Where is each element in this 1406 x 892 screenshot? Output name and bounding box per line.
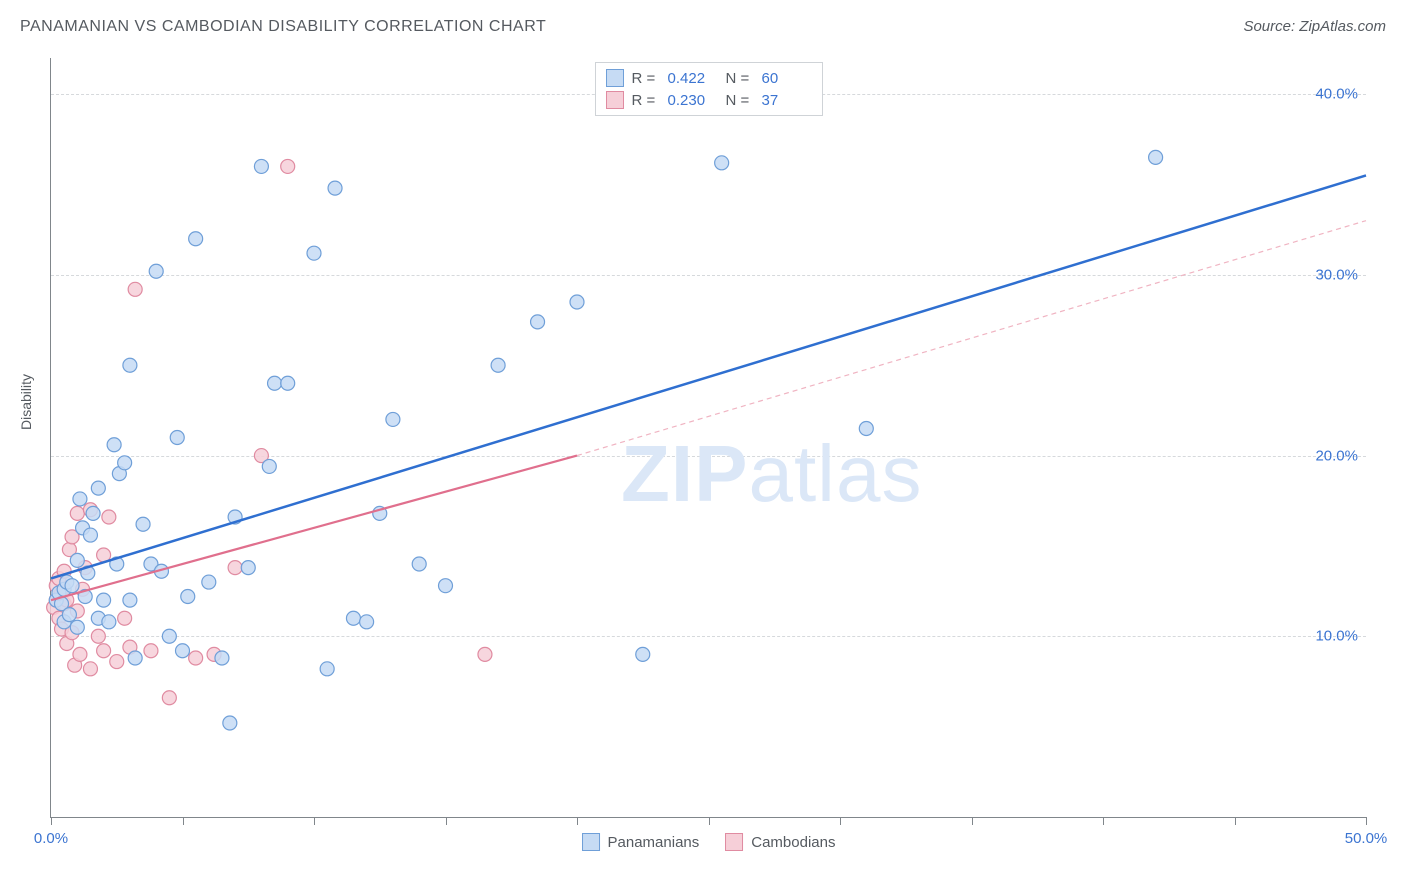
x-tick-label: 50.0%	[1345, 830, 1388, 847]
scatter-point	[70, 506, 84, 520]
legend-n-label: N =	[726, 92, 754, 109]
scatter-point	[254, 159, 268, 173]
scatter-point	[83, 528, 97, 542]
legend-n-label: N =	[726, 70, 754, 87]
scatter-point	[136, 517, 150, 531]
scatter-point	[97, 644, 111, 658]
scatter-point	[1149, 150, 1163, 164]
scatter-point	[70, 553, 84, 567]
scatter-point	[281, 159, 295, 173]
scatter-point	[162, 691, 176, 705]
scatter-point	[73, 647, 87, 661]
scatter-point	[62, 608, 76, 622]
scatter-point	[91, 481, 105, 495]
scatter-point	[91, 629, 105, 643]
scatter-point	[86, 506, 100, 520]
legend-row-0: R = 0.422 N = 60	[606, 67, 812, 89]
scatter-point	[83, 662, 97, 676]
legend-r-label: R =	[632, 70, 660, 87]
scatter-point	[170, 431, 184, 445]
scatter-point	[73, 492, 87, 506]
x-tick-label: 0.0%	[34, 830, 68, 847]
source-label: Source: ZipAtlas.com	[1243, 18, 1386, 35]
trend-line	[51, 175, 1366, 578]
scatter-point	[636, 647, 650, 661]
scatter-point	[478, 647, 492, 661]
scatter-point	[262, 459, 276, 473]
chart-header: PANAMANIAN VS CAMBODIAN DISABILITY CORRE…	[20, 18, 1386, 48]
scatter-point	[412, 557, 426, 571]
legend-series: Panamanians Cambodians	[582, 833, 836, 851]
scatter-point	[128, 651, 142, 665]
scatter-point	[859, 421, 873, 435]
plot-svg	[51, 58, 1366, 817]
legend-label-1: Cambodians	[751, 834, 835, 851]
scatter-point	[102, 615, 116, 629]
scatter-point	[123, 593, 137, 607]
scatter-point	[189, 651, 203, 665]
scatter-point	[162, 629, 176, 643]
y-axis-label: Disability	[18, 374, 34, 430]
scatter-point	[346, 611, 360, 625]
legend-swatch-0	[606, 69, 624, 87]
scatter-point	[149, 264, 163, 278]
scatter-point	[65, 579, 79, 593]
legend-swatch-0	[582, 833, 600, 851]
scatter-point	[386, 412, 400, 426]
plot-area: 10.0%20.0%30.0%40.0%0.0%50.0% ZIPatlas R…	[50, 58, 1366, 818]
scatter-point	[531, 315, 545, 329]
legend-item-0: Panamanians	[582, 833, 700, 851]
scatter-point	[107, 438, 121, 452]
legend-row-1: R = 0.230 N = 37	[606, 89, 812, 111]
scatter-point	[570, 295, 584, 309]
scatter-point	[241, 561, 255, 575]
scatter-point	[118, 456, 132, 470]
scatter-point	[189, 232, 203, 246]
legend-swatch-1	[606, 91, 624, 109]
legend-correlation: R = 0.422 N = 60 R = 0.230 N = 37	[595, 62, 823, 116]
scatter-point	[102, 510, 116, 524]
scatter-point	[281, 376, 295, 390]
scatter-point	[328, 181, 342, 195]
scatter-point	[360, 615, 374, 629]
chart-title: PANAMANIAN VS CAMBODIAN DISABILITY CORRE…	[20, 18, 546, 35]
scatter-point	[268, 376, 282, 390]
scatter-point	[307, 246, 321, 260]
scatter-point	[320, 662, 334, 676]
scatter-point	[181, 590, 195, 604]
scatter-point	[491, 358, 505, 372]
legend-r-value-1: 0.230	[668, 92, 718, 109]
scatter-point	[223, 716, 237, 730]
scatter-point	[118, 611, 132, 625]
scatter-point	[715, 156, 729, 170]
scatter-point	[128, 282, 142, 296]
legend-item-1: Cambodians	[725, 833, 835, 851]
legend-label-0: Panamanians	[608, 834, 700, 851]
legend-n-value-0: 60	[762, 70, 812, 87]
legend-r-label: R =	[632, 92, 660, 109]
scatter-point	[176, 644, 190, 658]
trend-line-extrapolated	[577, 221, 1366, 456]
scatter-point	[215, 651, 229, 665]
scatter-point	[123, 358, 137, 372]
legend-r-value-0: 0.422	[668, 70, 718, 87]
scatter-point	[228, 561, 242, 575]
scatter-point	[202, 575, 216, 589]
legend-swatch-1	[725, 833, 743, 851]
scatter-point	[144, 644, 158, 658]
scatter-point	[97, 593, 111, 607]
trend-line	[51, 456, 577, 601]
scatter-point	[439, 579, 453, 593]
scatter-point	[110, 655, 124, 669]
legend-n-value-1: 37	[762, 92, 812, 109]
scatter-point	[70, 620, 84, 634]
